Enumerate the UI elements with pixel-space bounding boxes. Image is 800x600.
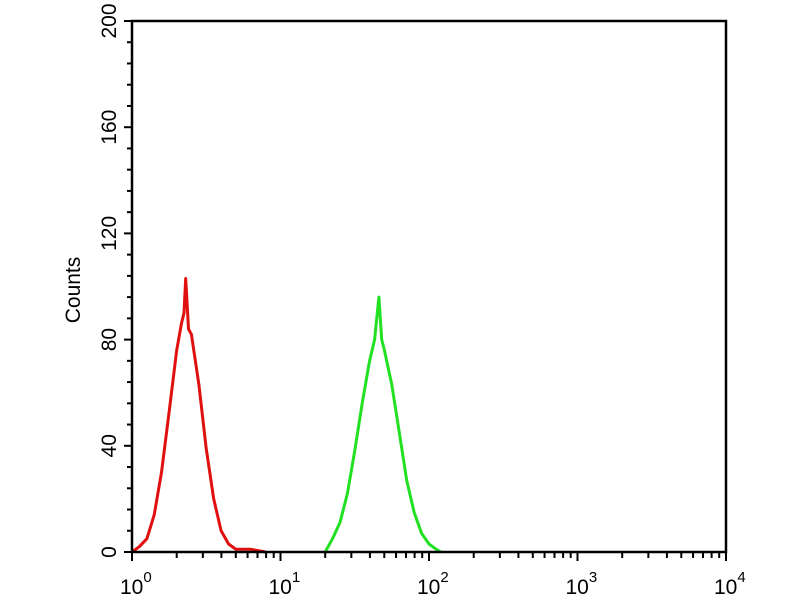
x-tick-exponent: 4 xyxy=(737,569,745,586)
x-tick-label: 102 xyxy=(417,569,449,599)
y-axis-label: Counts xyxy=(62,257,85,324)
y-tick-label: 40 xyxy=(98,434,121,457)
plot-frame xyxy=(130,19,728,554)
x-tick-label: 103 xyxy=(566,569,598,599)
x-tick-base: 10 xyxy=(269,576,292,599)
histogram-series-0 xyxy=(131,277,266,554)
x-tick-exponent: 2 xyxy=(440,569,448,586)
x-tick-base: 10 xyxy=(120,576,143,599)
y-tick-label: 0 xyxy=(98,546,121,558)
x-tick-exponent: 3 xyxy=(589,569,597,586)
y-tick-label: 160 xyxy=(98,110,121,145)
histogram-series-1 xyxy=(323,295,442,554)
x-tick-label: 104 xyxy=(714,569,746,599)
series-layer xyxy=(131,277,442,554)
x-tick-base: 10 xyxy=(714,576,737,599)
y-tick-label: 120 xyxy=(98,216,121,251)
x-tick-label: 101 xyxy=(269,569,301,599)
x-tick-exponent: 1 xyxy=(292,569,300,586)
y-tick-label: 80 xyxy=(98,328,121,351)
x-tick-base: 10 xyxy=(417,576,440,599)
x-tick-label: 100 xyxy=(120,569,152,599)
x-tick-exponent: 0 xyxy=(143,569,151,586)
x-tick-base: 10 xyxy=(566,576,589,599)
y-tick-label: 200 xyxy=(98,3,121,38)
